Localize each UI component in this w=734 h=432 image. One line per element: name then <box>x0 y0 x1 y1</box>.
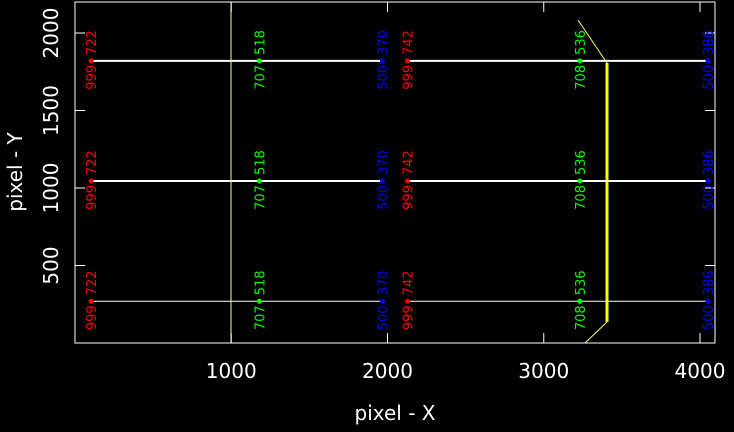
point-label: 708 <box>574 305 589 330</box>
x-tick-label: 4000 <box>675 359 726 383</box>
point <box>380 58 385 64</box>
point-label: 518 <box>253 30 268 55</box>
point-label: 707 <box>253 305 268 330</box>
point-label: 370 <box>377 30 392 55</box>
point-label: 500 <box>377 185 392 210</box>
point-label: 999 <box>402 65 417 90</box>
point-label: 500 <box>702 305 717 330</box>
point <box>705 178 711 184</box>
point-label: 742 <box>402 30 417 55</box>
point <box>405 298 410 304</box>
point-label: 722 <box>85 150 100 175</box>
x-axis-label: pixel - X <box>355 401 436 425</box>
point-label: 722 <box>85 30 100 55</box>
point-label: 518 <box>253 150 268 175</box>
y-tick-label: 1500 <box>39 85 63 136</box>
point-label: 722 <box>85 270 100 295</box>
point-label: 518 <box>253 270 268 295</box>
point-label: 500 <box>702 185 717 210</box>
yellow-line <box>577 19 608 64</box>
point-label: 386 <box>702 30 717 55</box>
point <box>405 58 410 64</box>
point-label: 500 <box>702 65 717 90</box>
point-label: 707 <box>253 185 268 210</box>
point <box>88 298 94 304</box>
point-label: 999 <box>85 65 100 90</box>
point <box>256 58 262 64</box>
point-label: 999 <box>402 185 417 210</box>
point-label: 500 <box>377 305 392 330</box>
point <box>577 178 583 184</box>
point <box>256 298 262 304</box>
point-label: 742 <box>402 270 417 295</box>
point <box>405 178 410 184</box>
point-label: 707 <box>253 65 268 90</box>
point-label: 999 <box>85 185 100 210</box>
point <box>88 58 94 64</box>
yellow-line <box>584 321 608 344</box>
point-label: 708 <box>574 65 589 90</box>
y-axis-label: pixel - Y <box>3 131 27 211</box>
point <box>256 178 262 184</box>
point-label: 500 <box>377 65 392 90</box>
point-label: 742 <box>402 150 417 175</box>
point-label: 999 <box>85 305 100 330</box>
point-label: 386 <box>702 150 717 175</box>
point-label: 999 <box>402 305 417 330</box>
point <box>380 178 385 184</box>
point <box>705 298 711 304</box>
y-tick-label: 500 <box>39 246 63 284</box>
x-tick-label: 1000 <box>206 359 257 383</box>
point-label: 708 <box>574 185 589 210</box>
y-tick-label: 1000 <box>39 163 63 214</box>
point <box>380 298 385 304</box>
point <box>705 58 711 64</box>
x-tick-label: 2000 <box>362 359 413 383</box>
point-label: 370 <box>377 150 392 175</box>
point-label: 386 <box>702 270 717 295</box>
plot-frame <box>74 1 716 344</box>
point-label: 536 <box>574 270 589 295</box>
point-label: 370 <box>377 270 392 295</box>
point <box>577 58 583 64</box>
point-label: 536 <box>574 30 589 55</box>
point-label: 536 <box>574 150 589 175</box>
point <box>577 298 583 304</box>
x-tick-label: 3000 <box>518 359 569 383</box>
y-tick-label: 2000 <box>39 8 63 59</box>
point <box>88 178 94 184</box>
